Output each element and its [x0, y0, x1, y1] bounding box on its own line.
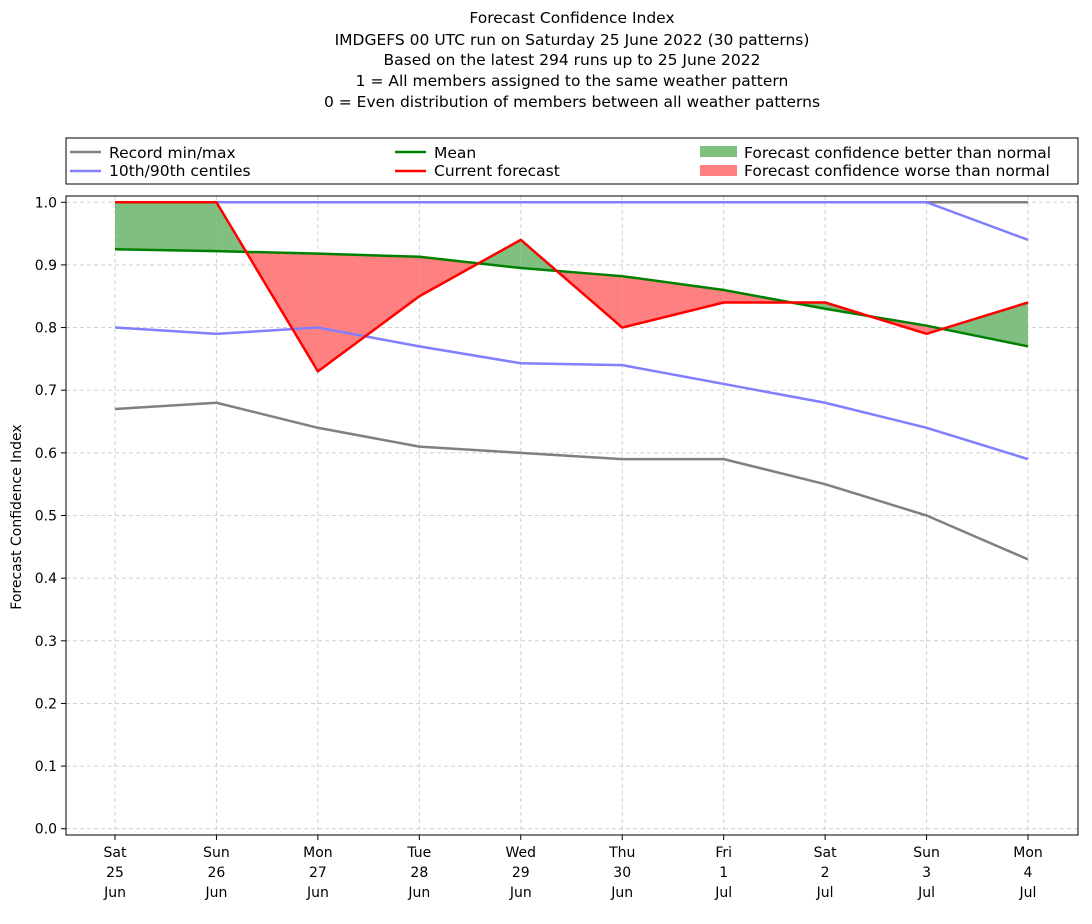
x-tick-label: 29 — [512, 865, 530, 881]
legend: Record min/max 10th/90th centiles Mean C… — [65, 137, 1079, 185]
x-tick-label: Wed — [506, 845, 537, 861]
x-tick-label: 25 — [106, 865, 124, 881]
x-tick-label: Mon — [1013, 845, 1043, 861]
chart-title: Forecast Confidence Index IMDGEFS 00 UTC… — [324, 9, 820, 111]
y-tick-label: 0.6 — [35, 446, 57, 462]
confidence-fill-segment — [317, 253, 420, 372]
x-tick-label: 4 — [1024, 865, 1033, 881]
confidence-fill-segment — [622, 276, 724, 328]
legend-swatch-worse — [700, 165, 737, 176]
x-tick-label: Jun — [306, 885, 329, 901]
x-tick-label: 3 — [922, 865, 931, 881]
x-tick-label: Jul — [917, 885, 935, 901]
subtitle-line: Based on the latest 294 runs up to 25 Ju… — [384, 51, 761, 69]
y-tick-label: 1.0 — [35, 195, 57, 211]
x-tick-label: Jun — [610, 885, 633, 901]
series-line-record-min — [114, 401, 1029, 561]
axis-ticks: 0.0 0.1 0.2 0.3 0.4 0.5 0.6 0.7 0.8 0.9 1.0 Sat 25 Ju… — [35, 195, 1043, 901]
x-tick-label: 28 — [410, 865, 428, 881]
x-tick-label: Fri — [715, 845, 732, 861]
series-line-p10 — [114, 326, 1029, 461]
legend-label-mean: Mean — [434, 144, 476, 162]
y-tick-label: 0.0 — [35, 822, 57, 838]
x-tick-label: Mon — [303, 845, 333, 861]
subtitle-line: IMDGEFS 00 UTC run on Saturday 25 June 2… — [335, 31, 810, 49]
x-tick-label: Jul — [816, 885, 834, 901]
x-tick-label: Thu — [608, 845, 635, 861]
confidence-fill-segment — [419, 256, 479, 297]
series-lines — [114, 201, 1029, 561]
confidence-fills — [115, 202, 1028, 372]
y-tick-label: 0.7 — [35, 383, 57, 399]
legend-label-current: Current forecast — [434, 162, 560, 180]
confidence-fill-segment — [115, 202, 217, 252]
y-tick-label: 0.1 — [35, 759, 57, 775]
x-tick-label: Jul — [714, 885, 732, 901]
series-line-p90 — [115, 201, 1029, 242]
x-tick-label: Sat — [814, 845, 837, 861]
y-tick-label: 0.8 — [35, 321, 57, 337]
y-tick-label: 0.4 — [35, 571, 57, 587]
legend-label-centiles: 10th/90th centiles — [109, 162, 251, 180]
x-tick-label: Sun — [913, 845, 940, 861]
subtitle-line: 1 = All members assigned to the same wea… — [356, 72, 789, 90]
y-tick-label: 0.3 — [35, 634, 57, 650]
x-tick-label: Jun — [509, 885, 532, 901]
x-tick-label: Tue — [406, 845, 431, 861]
x-tick-label: Jul — [1019, 885, 1037, 901]
legend-label-record: Record min/max — [109, 144, 236, 162]
x-tick-label: 27 — [309, 865, 327, 881]
x-tick-label: Jun — [407, 885, 430, 901]
y-tick-label: 0.5 — [35, 509, 57, 525]
title-line: Forecast Confidence Index — [469, 9, 674, 27]
legend-label-worse: Forecast confidence worse than normal — [744, 162, 1050, 180]
legend-frame — [65, 137, 1079, 185]
x-tick-label: Sat — [104, 845, 127, 861]
legend-swatch-better — [700, 146, 737, 157]
x-tick-label: 1 — [719, 865, 728, 881]
x-tick-label: Sun — [203, 845, 230, 861]
y-tick-label: 0.9 — [35, 258, 57, 274]
confidence-fill-segment — [942, 302, 1028, 347]
x-tick-label: 2 — [821, 865, 830, 881]
subtitle-line: 0 = Even distribution of members between… — [324, 93, 820, 111]
x-tick-label: 26 — [208, 865, 226, 881]
y-axis-label: Forecast Confidence Index — [9, 424, 25, 609]
legend-label-better: Forecast confidence better than normal — [744, 144, 1051, 162]
series-line-current — [115, 201, 1029, 373]
x-tick-label: Jun — [103, 885, 126, 901]
y-tick-label: 0.2 — [35, 696, 57, 712]
x-tick-label: Jun — [205, 885, 228, 901]
x-tick-label: 30 — [613, 865, 631, 881]
